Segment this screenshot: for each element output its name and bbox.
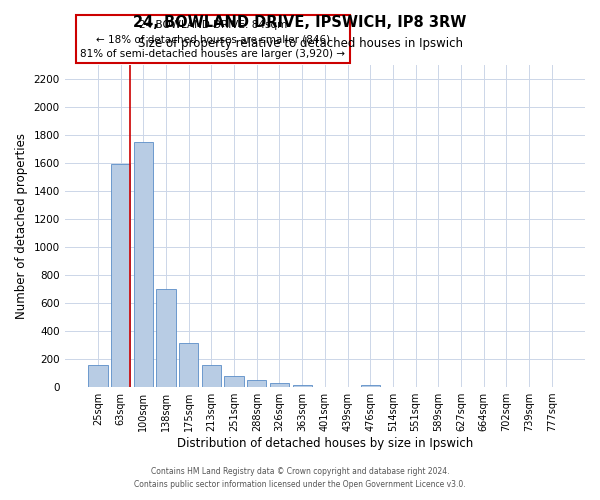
Bar [247,380,266,387]
Bar [157,289,176,387]
Bar [179,343,199,387]
Bar [202,366,221,387]
Y-axis label: Number of detached properties: Number of detached properties [15,133,28,319]
X-axis label: Distribution of detached houses by size in Ipswich: Distribution of detached houses by size … [177,437,473,450]
Bar [134,142,153,387]
Bar [270,383,289,387]
Text: 24, BOWLAND DRIVE, IPSWICH, IP8 3RW: 24, BOWLAND DRIVE, IPSWICH, IP8 3RW [133,15,467,30]
Bar [88,364,107,387]
Bar [293,385,312,387]
Text: 24 BOWLAND DRIVE: 84sqm
← 18% of detached houses are smaller (846)
81% of semi-d: 24 BOWLAND DRIVE: 84sqm ← 18% of detache… [80,20,346,59]
Text: Contains HM Land Registry data © Crown copyright and database right 2024.
Contai: Contains HM Land Registry data © Crown c… [134,467,466,489]
Bar [361,385,380,387]
Text: Size of property relative to detached houses in Ipswich: Size of property relative to detached ho… [137,38,463,51]
Bar [224,376,244,387]
Bar [111,164,130,387]
